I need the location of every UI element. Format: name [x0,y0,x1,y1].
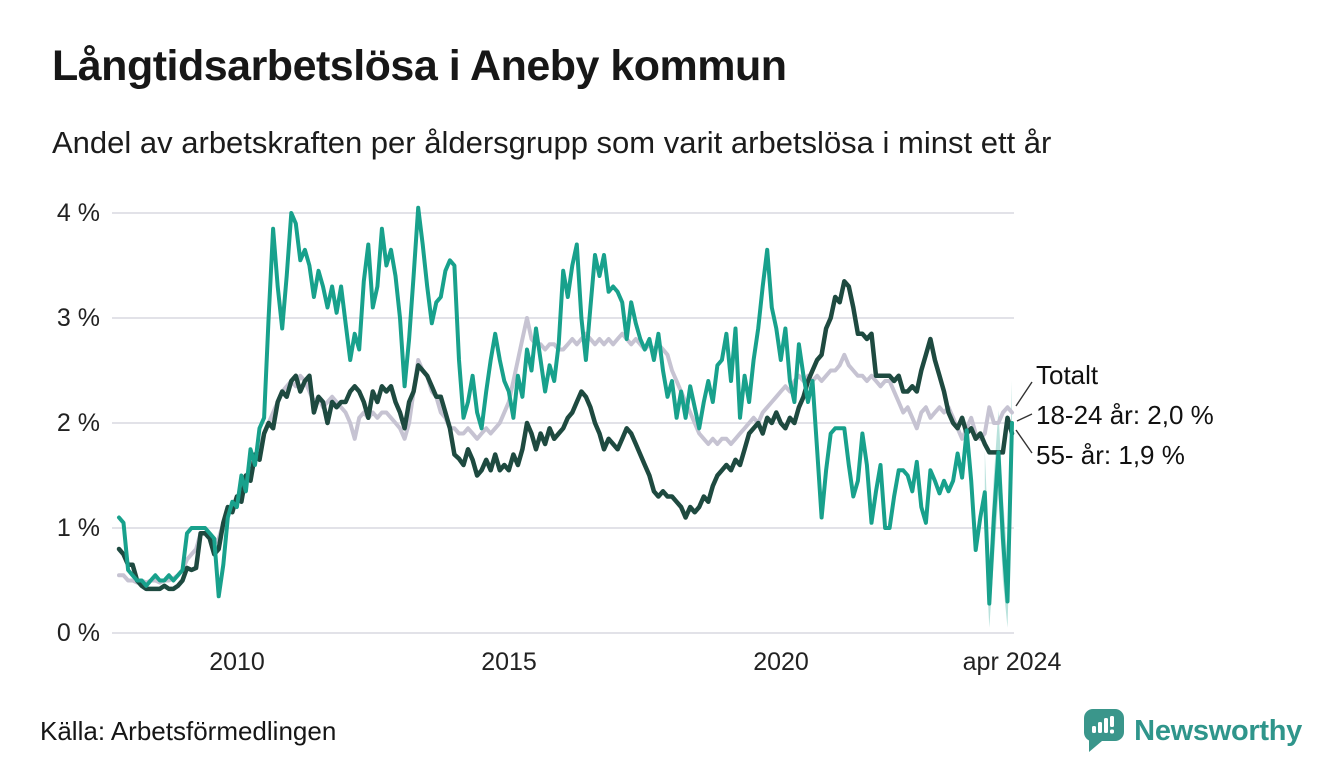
annotation-18-24: 18-24 år: 2,0 % [1036,400,1214,430]
x-tick-2010: 2010 [209,648,265,676]
leader-line-18-24 [1016,413,1033,422]
leader-line-totalt [1015,381,1033,407]
leader-line-55 [1015,429,1033,454]
newsworthy-brand: Newsworthy [1084,706,1302,756]
y-tick-2: 2 % [56,409,100,437]
line-totalt [117,316,1014,585]
annotation-leader-lines [1015,381,1033,454]
annotation-totalt: Totalt [1036,360,1099,390]
logo-bar-chart-glyph [1092,716,1115,734]
x-tick-2015: 2015 [481,648,537,676]
page-title: Långtidsarbetslösa i Aneby kommun [52,42,787,90]
y-tick-0: 0 % [56,619,100,647]
y-tick-3: 3 % [56,304,100,332]
y-tick-1: 1 % [56,514,100,542]
y-tick-4: 4 % [56,199,100,227]
x-tick-2020: 2020 [753,648,809,676]
newsworthy-logo-icon [1084,709,1125,752]
gridlines [112,212,1014,634]
source-note: Källa: Arbetsförmedlingen [40,716,337,746]
newsworthy-logo-text: Newsworthy [1134,714,1302,747]
line-55-ar [116,279,1015,592]
page-subtitle: Andel av arbetskraften per åldersgrupp s… [52,125,1052,160]
x-tick-apr-2024: apr 2024 [962,648,1062,676]
annotation-55: 55- år: 1,9 % [1036,440,1185,470]
line-18-24-ar [117,205,1014,606]
